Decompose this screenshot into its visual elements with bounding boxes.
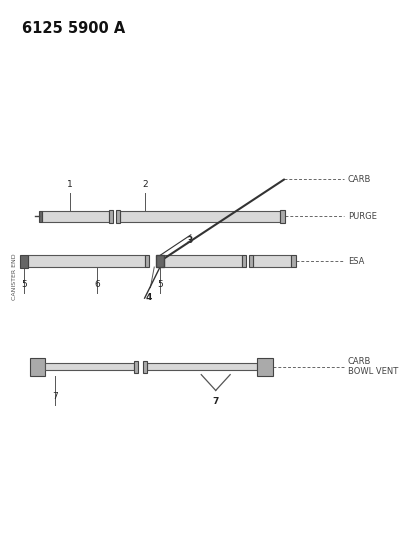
Bar xyxy=(30,358,45,376)
Bar xyxy=(39,211,42,222)
Bar xyxy=(42,211,109,222)
Bar xyxy=(134,361,137,373)
Text: 3: 3 xyxy=(186,236,193,245)
Text: CARB: CARB xyxy=(348,175,371,184)
Text: 7: 7 xyxy=(213,397,219,406)
Text: 4: 4 xyxy=(145,293,152,302)
Bar xyxy=(257,358,273,376)
Text: 2: 2 xyxy=(142,180,148,189)
Bar xyxy=(28,255,145,267)
Bar xyxy=(164,255,242,267)
Text: PURGE: PURGE xyxy=(348,212,377,221)
Bar xyxy=(147,363,257,370)
Text: 5: 5 xyxy=(21,280,27,289)
Bar xyxy=(116,210,120,223)
Bar xyxy=(253,255,291,267)
Bar xyxy=(156,255,164,267)
Bar xyxy=(280,210,285,223)
Text: ESA: ESA xyxy=(348,257,364,266)
Bar xyxy=(145,255,149,267)
Bar xyxy=(109,210,113,223)
Text: 6125 5900 A: 6125 5900 A xyxy=(22,21,125,36)
Bar xyxy=(45,363,134,370)
Text: 6: 6 xyxy=(94,280,100,289)
Text: 5: 5 xyxy=(157,280,163,289)
Text: 7: 7 xyxy=(52,392,58,401)
Text: 1: 1 xyxy=(67,180,73,189)
Bar xyxy=(143,361,147,373)
Bar xyxy=(291,255,296,267)
Bar xyxy=(20,254,28,268)
Text: CARB
BOWL VENT: CARB BOWL VENT xyxy=(348,357,398,376)
Bar xyxy=(120,211,280,222)
Text: CANISTER END: CANISTER END xyxy=(12,254,17,301)
Bar xyxy=(248,255,253,267)
Bar xyxy=(242,255,246,267)
